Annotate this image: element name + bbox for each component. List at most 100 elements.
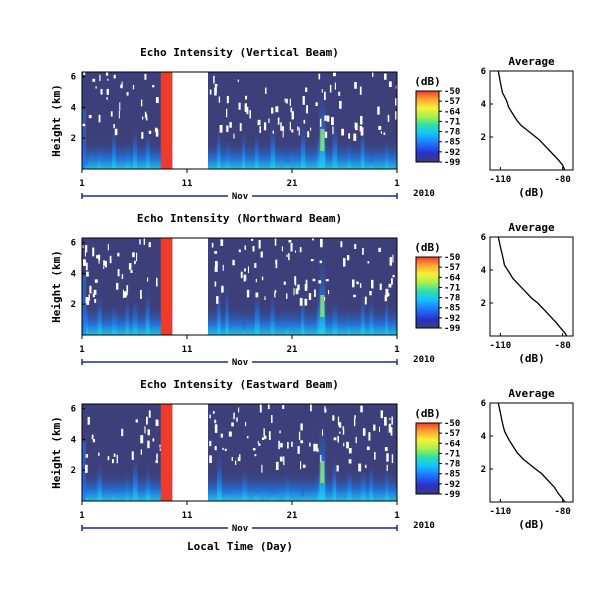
- missing-data-speck: [247, 266, 250, 274]
- missing-data-speck: [319, 260, 322, 264]
- data-gap: [172, 238, 208, 335]
- missing-data-speck: [120, 84, 123, 88]
- missing-data-speck: [237, 79, 239, 83]
- missing-data-speck: [387, 114, 390, 122]
- missing-data-speck: [373, 424, 376, 431]
- missing-data-speck: [353, 417, 356, 427]
- missing-data-speck: [86, 271, 89, 277]
- missing-data-speck: [389, 417, 391, 421]
- missing-data-speck: [82, 123, 86, 127]
- profile-y-tick-label: 4: [481, 100, 487, 110]
- profile-y-tick-label: 2: [481, 133, 486, 143]
- missing-data-speck: [348, 459, 352, 464]
- missing-data-speck: [306, 105, 308, 114]
- profile-x-label: (dB): [518, 518, 545, 531]
- x-tick-label: 1: [394, 179, 399, 189]
- missing-data-speck: [323, 91, 326, 101]
- panel-1: Echo Intensity (Northward Beam) 6 4 2 Height…: [50, 212, 574, 368]
- x-axis-label: Local Time (Day): [187, 540, 293, 553]
- echo-plume: [83, 153, 89, 169]
- missing-data-speck: [240, 271, 243, 279]
- missing-data-speck: [85, 464, 88, 473]
- missing-data-speck: [310, 127, 312, 131]
- missing-data-speck: [232, 259, 235, 266]
- missing-data-speck: [287, 441, 289, 449]
- missing-data-speck: [290, 107, 293, 113]
- missing-data-speck: [324, 406, 326, 410]
- missing-data-speck: [117, 252, 120, 257]
- y-tick-label: 2: [71, 134, 76, 144]
- echo-plume: [360, 466, 366, 501]
- strong-echo-core: [320, 295, 325, 317]
- missing-data-speck: [222, 447, 224, 450]
- x-tick-label: 1: [79, 345, 84, 355]
- missing-data-speck: [246, 436, 249, 439]
- colorbar-tick-label: -71: [444, 449, 460, 459]
- echo-plume: [360, 120, 365, 169]
- echo-plume: [145, 284, 150, 335]
- missing-data-speck: [98, 114, 101, 123]
- colorbar-tick-label: -71: [444, 117, 460, 127]
- missing-data-speck: [225, 108, 228, 118]
- missing-data-speck: [359, 86, 362, 95]
- missing-data-speck: [145, 113, 148, 120]
- missing-data-speck: [299, 298, 303, 306]
- missing-data-speck: [336, 465, 339, 472]
- missing-data-speck: [155, 97, 159, 104]
- missing-data-speck: [156, 277, 158, 287]
- profile-frame: [489, 70, 574, 171]
- colorbar-tick-label: -99: [444, 324, 460, 334]
- month-label: Nov: [232, 524, 249, 534]
- missing-data-speck: [396, 276, 399, 280]
- missing-data-speck: [304, 298, 308, 306]
- missing-data-speck: [113, 453, 116, 457]
- missing-data-speck: [338, 91, 341, 96]
- year-label: 2010: [413, 189, 435, 199]
- missing-data-speck: [213, 75, 215, 84]
- missing-data-speck: [231, 456, 233, 461]
- echo-plume: [217, 281, 221, 335]
- missing-data-speck: [359, 283, 362, 288]
- missing-data-speck: [366, 446, 370, 451]
- missing-data-speck: [246, 289, 250, 298]
- missing-data-speck: [303, 119, 306, 124]
- missing-data-speck: [244, 103, 247, 112]
- missing-data-speck: [275, 106, 279, 113]
- missing-data-speck: [224, 448, 227, 452]
- missing-data-speck: [278, 440, 280, 450]
- missing-data-speck: [148, 410, 151, 418]
- missing-data-speck: [380, 131, 382, 134]
- missing-data-speck: [385, 288, 389, 298]
- missing-data-speck: [238, 102, 241, 110]
- colorbar-tick-label: -57: [444, 429, 460, 439]
- missing-data-speck: [324, 297, 326, 301]
- missing-data-speck: [88, 294, 90, 301]
- echo-plume: [217, 446, 222, 501]
- missing-data-speck: [290, 243, 293, 252]
- missing-data-speck: [319, 118, 322, 127]
- missing-data-speck: [286, 293, 288, 299]
- echo-plume: [125, 470, 129, 501]
- missing-data-speck: [257, 440, 259, 444]
- echo-plume: [385, 466, 389, 501]
- missing-data-speck: [92, 293, 95, 298]
- missing-data-speck: [255, 278, 257, 283]
- missing-data-speck: [356, 281, 359, 285]
- missing-data-speck: [152, 84, 155, 88]
- echo-plume: [369, 147, 373, 169]
- missing-data-speck: [85, 262, 88, 271]
- missing-data-speck: [259, 126, 262, 133]
- missing-data-speck: [362, 247, 364, 255]
- missing-data-speck: [126, 92, 129, 96]
- missing-data-speck: [293, 288, 295, 296]
- missing-data-speck: [295, 250, 297, 253]
- echo-plume: [347, 139, 351, 169]
- missing-data-speck: [145, 111, 147, 115]
- saturation-band: [160, 72, 173, 169]
- missing-data-speck: [243, 274, 246, 282]
- missing-data-speck: [288, 253, 290, 261]
- colorbar-tick-label: -50: [444, 87, 460, 97]
- missing-data-speck: [234, 460, 237, 465]
- missing-data-speck: [106, 97, 108, 100]
- missing-data-speck: [111, 459, 114, 464]
